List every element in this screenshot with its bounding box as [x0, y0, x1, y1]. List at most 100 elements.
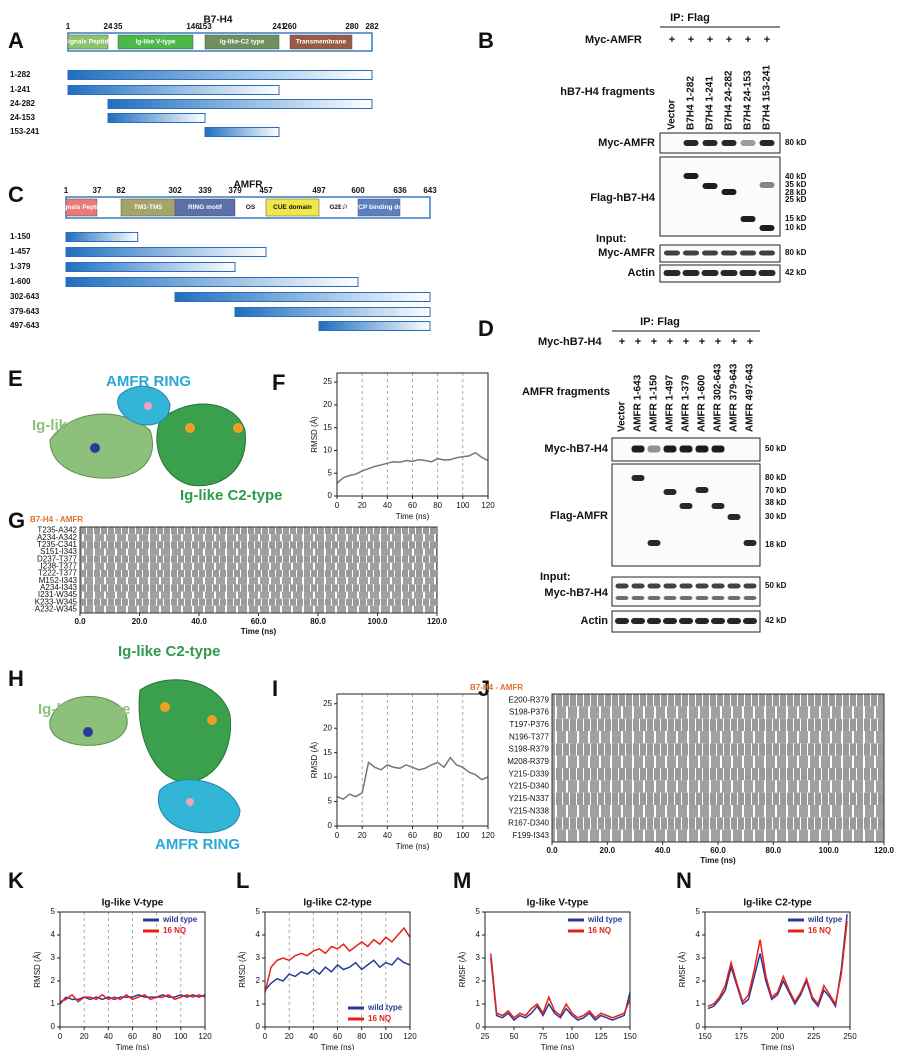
series-line	[264, 926, 411, 993]
contact-row	[552, 718, 884, 731]
position-label: 37	[93, 186, 102, 195]
x-axis-label: Time (ns)	[541, 1043, 575, 1050]
band	[647, 583, 661, 589]
contact-row	[552, 780, 884, 793]
y-tick-label: 4	[256, 930, 261, 939]
band	[647, 445, 661, 453]
x-tick-label: 125	[594, 1032, 608, 1041]
lane-label: Vector	[667, 99, 678, 130]
x-tick-label: 200	[771, 1032, 785, 1041]
x-tick-label: 100	[379, 1032, 393, 1041]
band	[679, 596, 693, 600]
x-tick-label: 40	[309, 1032, 318, 1041]
plus-sign: +	[651, 336, 657, 348]
contact-row	[80, 605, 437, 613]
band	[711, 445, 725, 453]
x-tick-label: 175	[735, 1032, 749, 1041]
contact-row	[80, 548, 437, 556]
position-label: 1	[64, 186, 69, 195]
band	[683, 250, 699, 256]
x-tick-label: 100	[456, 831, 470, 840]
y-tick-label: 4	[696, 930, 701, 939]
position-label: 636	[393, 186, 407, 195]
contact-row	[80, 591, 437, 599]
band	[711, 583, 725, 589]
panel-label: I	[272, 676, 278, 701]
structure-label: Ig-like V-type	[32, 417, 125, 434]
y-tick-label: 5	[328, 468, 333, 477]
band	[663, 489, 677, 495]
band	[702, 250, 718, 256]
y-tick-label: 20	[323, 723, 332, 732]
fragment-label: 24-282	[10, 99, 35, 108]
y-tick-label: 15	[323, 748, 332, 757]
domain-label: RING motif	[188, 204, 223, 211]
band	[759, 182, 775, 188]
x-tick-label: 80	[152, 1032, 161, 1041]
structure-label: AMFR RING	[155, 836, 240, 853]
band	[663, 596, 677, 600]
plus-sign: +	[726, 34, 732, 46]
structure-label: AMFR RING	[106, 373, 191, 390]
series-line	[336, 451, 489, 484]
series-line	[490, 957, 631, 1022]
x-tick-label: 20.0	[132, 617, 148, 626]
lane-label: B7H4 1-282	[686, 76, 697, 130]
contact-row	[552, 755, 884, 768]
series-line	[336, 756, 489, 800]
x-tick-label: 120	[481, 501, 495, 510]
domain	[265, 198, 320, 217]
plus-sign: +	[731, 336, 737, 348]
structure-label: Ig-like C2-type	[118, 643, 221, 660]
blot-label: Myc-hB7-H4	[544, 443, 608, 455]
domain-label: P97/VCP binding domain	[341, 204, 418, 211]
kd-label: 38 kD	[765, 498, 787, 507]
panel-label: A	[8, 28, 24, 53]
blot	[611, 576, 761, 607]
plus-sign: +	[747, 336, 753, 348]
band	[720, 270, 738, 276]
position-label: 497	[312, 186, 326, 195]
y-tick-label: 1	[696, 999, 701, 1008]
row-label: I238-T377	[41, 562, 78, 571]
lane-label: AMFR 379-643	[729, 363, 740, 432]
x-tick-label: 60	[408, 831, 417, 840]
series-line	[707, 914, 848, 1010]
band	[683, 173, 699, 179]
blot-label: Myc-AMFR	[598, 137, 655, 149]
band	[743, 583, 757, 589]
plot-frame	[704, 911, 851, 1028]
domain-label: Transmembrane	[296, 39, 347, 46]
row-label: Myc-AMFR	[585, 34, 642, 46]
blot-label: Myc-hB7-H4	[544, 587, 608, 599]
x-axis-label: Time (ns)	[241, 627, 277, 636]
plot-frame	[264, 911, 411, 1028]
x-tick-label: 150	[698, 1032, 712, 1041]
kd-label: 28 kD	[785, 188, 807, 197]
x-axis-label: Time (ns)	[761, 1043, 795, 1050]
kd-label: 35 kD	[785, 180, 807, 189]
fragment-bar	[67, 70, 373, 80]
y-tick-label: 0	[696, 1022, 701, 1031]
domain	[289, 34, 353, 50]
band	[679, 618, 693, 624]
kd-label: 25 kD	[785, 195, 807, 204]
kd-label: 42 kD	[785, 268, 807, 277]
plus-sign: +	[707, 34, 713, 46]
contact-row	[552, 743, 884, 756]
panel-label: G	[8, 508, 25, 533]
x-axis-label: Time (ns)	[396, 512, 430, 521]
row-label: Y215-N337	[509, 794, 550, 803]
plot-frame	[484, 911, 631, 1028]
kd-label: 10 kD	[785, 223, 807, 232]
y-tick-label: 0	[328, 821, 333, 830]
x-tick-label: 0	[335, 501, 340, 510]
band	[679, 445, 693, 453]
row-label: F199-I343	[513, 831, 550, 840]
legend-label: wild type	[807, 915, 843, 924]
input-label: Input:	[596, 233, 627, 245]
band	[727, 596, 741, 600]
y-tick-label: 2	[476, 976, 481, 985]
band	[721, 189, 737, 195]
lane-label: AMFR 497-643	[745, 363, 756, 432]
